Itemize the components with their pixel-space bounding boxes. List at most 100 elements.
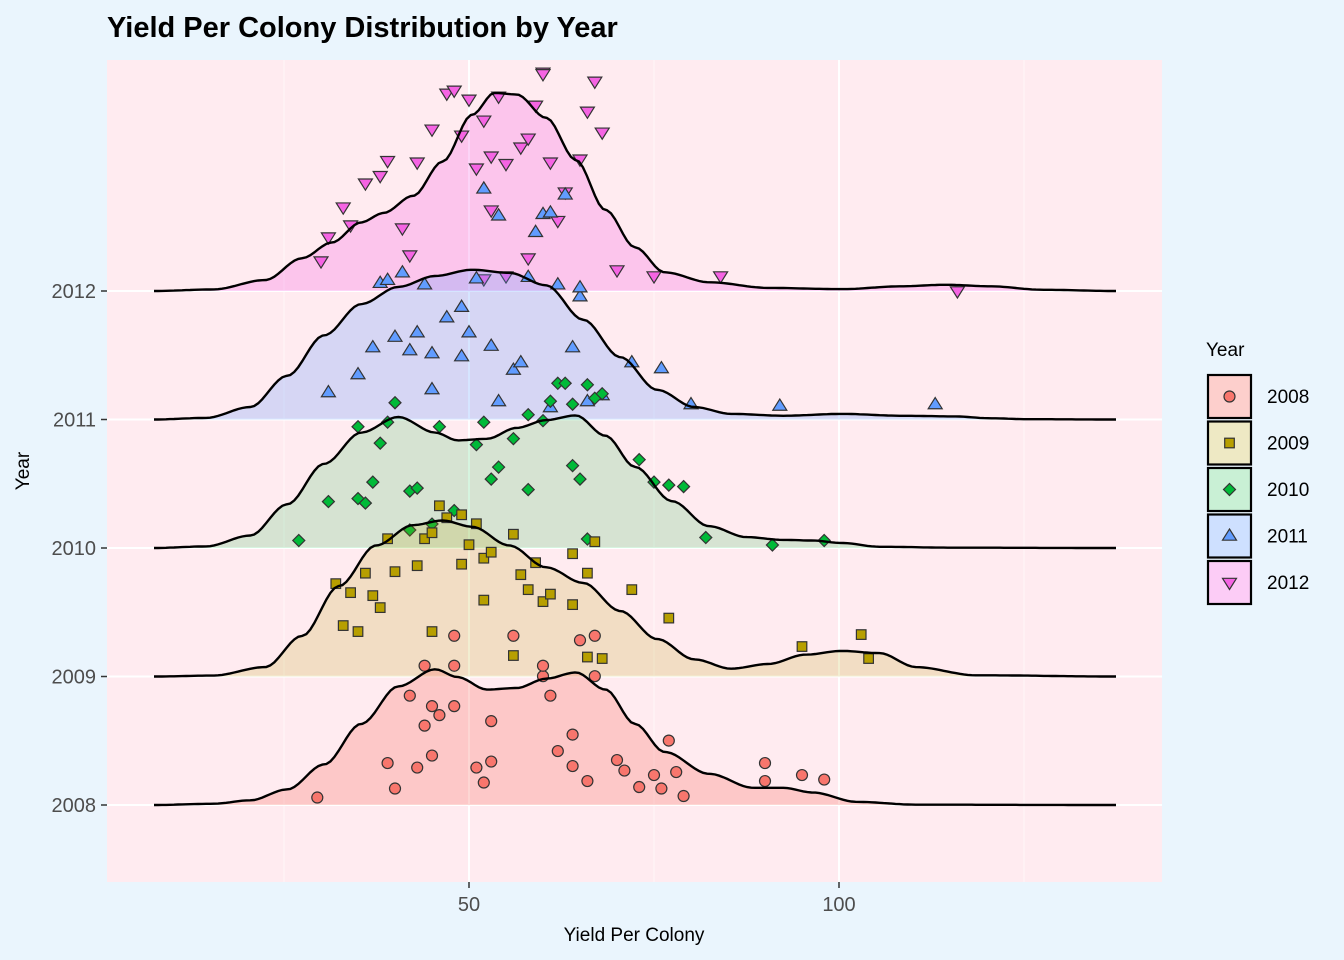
ridge-fill-2008 bbox=[154, 669, 1116, 805]
data-point-2012 bbox=[401, 250, 418, 264]
data-point-2008 bbox=[662, 734, 675, 747]
data-point-2011 bbox=[490, 393, 507, 407]
ridge-2010 bbox=[154, 376, 1116, 552]
x-tick-label: 50 bbox=[458, 894, 480, 916]
legend-item-2011: 2011 bbox=[1206, 513, 1308, 559]
data-point-2008 bbox=[425, 749, 439, 762]
data-point-2008 bbox=[536, 659, 550, 672]
plot-panel bbox=[107, 60, 1162, 882]
legend-marker bbox=[1223, 390, 1236, 403]
data-point-2011 bbox=[394, 264, 411, 278]
data-point-2008 bbox=[677, 789, 690, 803]
data-point-2009 bbox=[508, 528, 519, 540]
x-axis-ticks: 50 100 bbox=[458, 882, 856, 916]
data-point-2008 bbox=[581, 774, 594, 788]
data-point-2012 bbox=[608, 265, 626, 279]
y-axis-label: Year bbox=[13, 451, 34, 490]
data-point-2012 bbox=[542, 157, 559, 171]
data-point-2012 bbox=[579, 106, 596, 120]
ridge-fill-2011 bbox=[154, 269, 1116, 420]
data-point-2008 bbox=[588, 670, 601, 683]
data-point-2010 bbox=[469, 437, 484, 452]
data-point-2012 bbox=[712, 271, 729, 285]
legend: Year 2008 2009 2010 2011 2012 bbox=[1206, 340, 1309, 606]
data-point-2008 bbox=[485, 755, 498, 768]
data-point-2009 bbox=[544, 588, 556, 600]
data-point-2011 bbox=[423, 345, 441, 359]
data-point-2009 bbox=[663, 612, 675, 624]
data-point-2012 bbox=[357, 178, 374, 192]
legend-marker bbox=[1221, 577, 1238, 591]
data-point-2009 bbox=[855, 629, 867, 640]
data-point-2011 bbox=[401, 342, 418, 356]
data-point-2010 bbox=[558, 376, 573, 391]
ridge-2011 bbox=[154, 180, 1116, 421]
data-point-2011 bbox=[927, 396, 944, 410]
data-point-2011 bbox=[571, 279, 589, 293]
ridge-fill-2010 bbox=[154, 415, 1116, 548]
data-point-2008 bbox=[403, 689, 416, 702]
data-point-2011 bbox=[527, 224, 544, 238]
data-point-2012 bbox=[549, 215, 566, 229]
data-point-2008 bbox=[485, 715, 498, 728]
data-point-2012 bbox=[475, 115, 492, 129]
data-point-2008 bbox=[448, 629, 461, 642]
ridge-fill-2012 bbox=[154, 92, 1116, 292]
data-point-2009 bbox=[426, 527, 438, 539]
data-point-2008 bbox=[588, 629, 601, 642]
legend-label: 2012 bbox=[1267, 573, 1309, 594]
data-point-2011 bbox=[438, 309, 455, 323]
data-point-2011 bbox=[416, 276, 433, 290]
data-point-2009 bbox=[419, 533, 430, 545]
data-point-2008 bbox=[818, 773, 831, 786]
data-point-2009 bbox=[863, 653, 874, 664]
legend-item-2009: 2009 bbox=[1206, 420, 1309, 466]
data-point-2008 bbox=[566, 728, 579, 741]
data-point-2009 bbox=[389, 566, 401, 578]
data-point-2009 bbox=[345, 587, 356, 599]
data-point-2009 bbox=[796, 641, 808, 652]
data-point-2010 bbox=[521, 482, 536, 497]
data-point-2012 bbox=[335, 202, 352, 216]
data-point-2008 bbox=[566, 759, 579, 773]
data-point-2010 bbox=[676, 479, 691, 494]
x-tick-label: 100 bbox=[822, 894, 855, 916]
data-point-2011 bbox=[423, 381, 441, 395]
data-point-2010 bbox=[698, 530, 713, 545]
data-point-2011 bbox=[653, 360, 670, 374]
data-point-2009 bbox=[515, 569, 527, 581]
data-point-2011 bbox=[490, 207, 507, 221]
data-point-2010 bbox=[491, 460, 506, 474]
data-point-2008 bbox=[425, 700, 439, 713]
data-point-2009 bbox=[581, 567, 593, 579]
legend-label: 2008 bbox=[1267, 387, 1309, 408]
data-point-2012 bbox=[594, 127, 611, 141]
data-point-2012 bbox=[312, 256, 330, 270]
data-point-2009 bbox=[456, 558, 467, 570]
data-point-2012 bbox=[423, 124, 441, 138]
y-tick-label: 2011 bbox=[53, 410, 96, 432]
data-point-2012 bbox=[520, 253, 537, 267]
data-point-2011 bbox=[453, 299, 470, 312]
y-tick-label: 2008 bbox=[52, 795, 97, 817]
data-point-2011 bbox=[483, 337, 500, 351]
data-point-2010 bbox=[580, 377, 595, 392]
data-point-2010 bbox=[410, 481, 425, 495]
y-tick-label: 2012 bbox=[52, 281, 97, 303]
data-point-2009 bbox=[567, 599, 578, 611]
data-point-2010 bbox=[765, 538, 780, 552]
data-point-2010 bbox=[388, 395, 402, 410]
data-point-2009 bbox=[360, 567, 371, 579]
data-point-2010 bbox=[543, 394, 558, 409]
data-point-2011 bbox=[460, 324, 478, 338]
data-point-2009 bbox=[374, 602, 386, 614]
y-tick-label: 2009 bbox=[52, 667, 97, 689]
data-point-2009 bbox=[508, 650, 519, 661]
data-point-2008 bbox=[758, 774, 772, 788]
data-point-2012 bbox=[320, 232, 337, 246]
legend-label: 2011 bbox=[1267, 527, 1308, 548]
data-point-2012 bbox=[379, 155, 396, 169]
data-point-2008 bbox=[418, 659, 431, 672]
data-point-2011 bbox=[512, 354, 529, 368]
